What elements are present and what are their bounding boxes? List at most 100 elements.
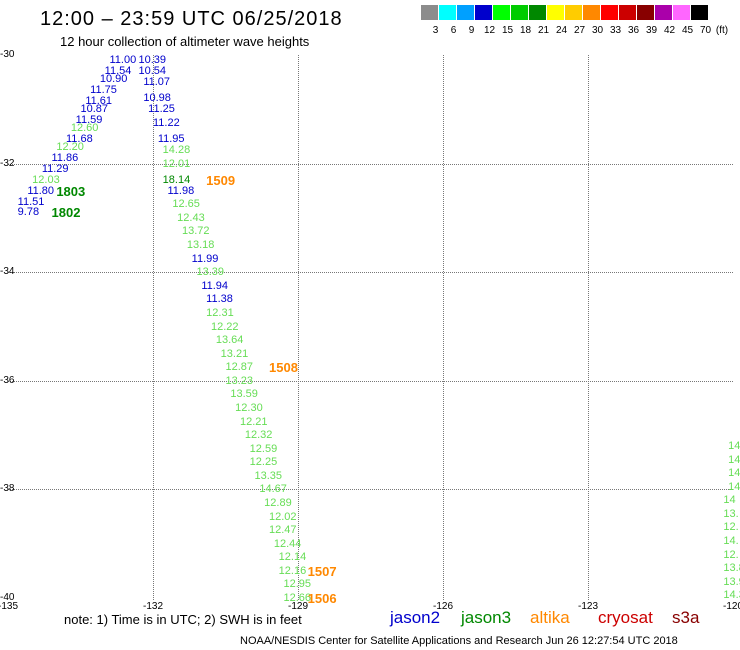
pass-number: 1803 xyxy=(56,183,86,199)
wave-height-value: 11.94 xyxy=(201,279,229,292)
grid-line-lat xyxy=(8,272,733,274)
legend-swatch xyxy=(583,5,600,20)
map-title: 12:00 – 23:59 UTC 06/25/2018 xyxy=(40,8,343,30)
legend-swatch xyxy=(601,5,618,20)
legend-label: 6 xyxy=(450,25,457,36)
wave-height-value: 11.75 xyxy=(90,84,117,97)
grid-line-lon xyxy=(298,55,299,600)
wave-height-value: 11.61 xyxy=(85,95,113,108)
legend-label: 39 xyxy=(645,25,658,36)
wave-height-value: 11.29 xyxy=(41,163,69,176)
grid-line-lat xyxy=(8,380,733,382)
wave-height-value: 13.39 xyxy=(196,266,225,279)
legend-label: 42 xyxy=(663,25,676,36)
wave-height-value: 11.80 xyxy=(27,184,55,197)
wave-height-value: 11.86 xyxy=(51,152,79,165)
wave-height-value: 12.14 xyxy=(278,551,307,564)
wave-height-value: 12.03 xyxy=(32,173,60,186)
satellite-label-cryosat: cryosat xyxy=(598,608,653,627)
wave-height-value: 11.51 xyxy=(17,195,45,208)
legend-label: 70 xyxy=(699,25,712,36)
wave-height-value: 10.87 xyxy=(80,103,109,116)
wave-height-value: 14. xyxy=(723,534,739,547)
legend-swatch xyxy=(637,5,654,20)
legend-label: 45 xyxy=(681,25,694,36)
wave-height-value: 14 xyxy=(728,439,740,452)
wave-height-value: 11.07 xyxy=(143,76,171,89)
wave-height-value: 14 xyxy=(728,480,740,493)
pass-number: 1507 xyxy=(307,563,337,579)
wave-height-value: 12.22 xyxy=(211,320,239,333)
wave-height-value: 10.39 xyxy=(138,54,167,67)
satellite-label-jason3: jason3 xyxy=(461,608,512,627)
wave-height-value: 12.01 xyxy=(162,157,191,170)
wave-height-value: 11.25 xyxy=(148,103,175,116)
wave-height-value: 12.32 xyxy=(244,429,273,442)
wave-height-value: 12.31 xyxy=(206,306,234,319)
pass-number: 1506 xyxy=(307,591,337,606)
wave-height-value: 14.67 xyxy=(259,483,287,496)
lon-tick-label: -120 xyxy=(723,601,740,612)
grid-line-lon xyxy=(588,55,589,600)
legend-swatch xyxy=(673,5,690,20)
wave-height-value: 13.72 xyxy=(182,225,210,238)
wave-height-value: 12.43 xyxy=(177,211,205,224)
wave-height-value: 12. xyxy=(723,548,739,561)
wave-height-value: 11.98 xyxy=(167,184,195,197)
lat-tick-label: -34 xyxy=(0,266,15,278)
satellite-label-jason2: jason2 xyxy=(390,608,441,627)
legend-swatch xyxy=(457,5,474,20)
wave-height-value: 11.99 xyxy=(191,252,219,265)
wave-height-value: 13.18 xyxy=(186,239,215,252)
grid-line-lat xyxy=(8,163,733,165)
wave-height-value: 10.54 xyxy=(138,65,167,78)
wave-height-value: 12.60 xyxy=(70,122,99,135)
pass-number: 1508 xyxy=(269,360,298,376)
wave-height-value: 12.95 xyxy=(283,578,312,591)
wave-height-value: 11.00 xyxy=(109,54,137,67)
legend-swatch xyxy=(547,5,564,20)
wave-height-value: 13.9 xyxy=(723,575,740,588)
legend-label: 24 xyxy=(555,25,568,36)
wave-height-value: 14 xyxy=(728,467,740,480)
legend-label: 21 xyxy=(537,25,550,36)
legend-swatch xyxy=(619,5,636,20)
legend-swatch xyxy=(691,5,708,20)
lat-tick-label: -38 xyxy=(0,483,15,495)
legend-swatch xyxy=(529,5,546,20)
wave-height-value: 14 xyxy=(728,453,740,466)
pass-number: 1802 xyxy=(51,205,81,221)
satellite-label-s3a: s3a xyxy=(672,608,700,627)
legend-swatch xyxy=(475,5,492,20)
wave-height-value: 12.16 xyxy=(278,564,307,577)
wave-height-value: 11.59 xyxy=(75,114,103,127)
wave-height-value: 11.22 xyxy=(153,116,180,129)
legend-label: 18 xyxy=(519,25,532,36)
wave-height-value: 14 xyxy=(723,494,736,507)
wave-height-value: 12.87 xyxy=(225,361,254,374)
wave-height-value: 12.44 xyxy=(273,537,302,550)
lon-tick-label: -132 xyxy=(143,601,164,612)
wave-height-value: 11.68 xyxy=(66,133,93,146)
wave-height-value: 18.14 xyxy=(162,173,191,186)
wave-height-value: 12.59 xyxy=(249,442,278,455)
satellite-label-altika: altika xyxy=(530,608,570,627)
wave-height-value: 13.23 xyxy=(225,374,254,387)
wave-height-value: 14.3 xyxy=(723,589,740,602)
wave-height-value: 14.28 xyxy=(162,144,191,157)
lon-tick-label: -126 xyxy=(433,601,454,612)
legend-swatch xyxy=(655,5,672,20)
wave-height-value: 11.54 xyxy=(104,65,132,78)
legend-swatch xyxy=(565,5,582,20)
grid-line-lon xyxy=(443,55,444,600)
wave-height-value: 12.65 xyxy=(172,198,200,211)
lon-tick-label: -129 xyxy=(288,601,309,612)
legend-label: 9 xyxy=(468,25,475,36)
wave-height-value: 12.89 xyxy=(264,496,292,509)
lat-tick-label: -40 xyxy=(0,592,15,603)
legend-label: 30 xyxy=(591,25,604,36)
legend-label: 12 xyxy=(483,25,496,36)
lat-tick-label: -36 xyxy=(0,374,15,386)
wave-height-value: 13.64 xyxy=(215,334,244,347)
legend-swatch xyxy=(439,5,456,20)
